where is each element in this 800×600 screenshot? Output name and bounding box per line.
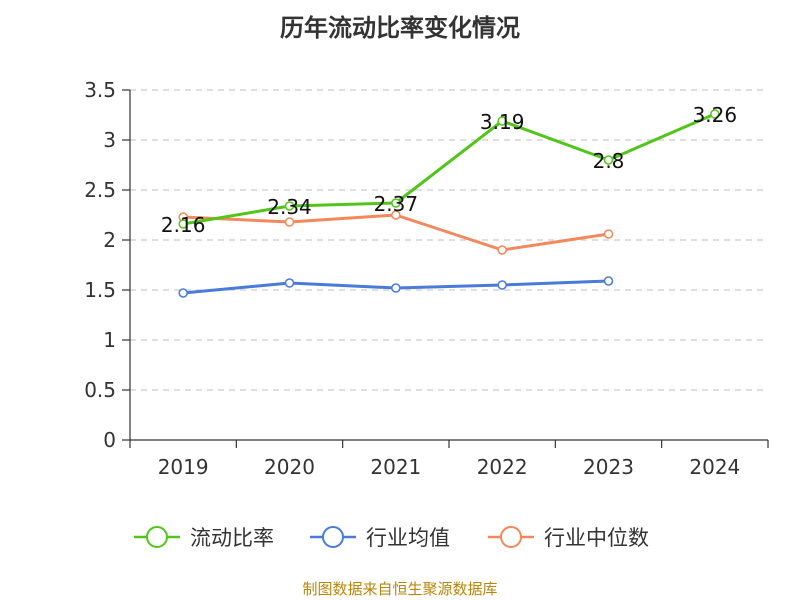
data-point[interactable] [603, 229, 614, 239]
x-tick-label: 2019 [158, 455, 209, 479]
data-point[interactable] [178, 219, 188, 229]
data-point[interactable] [391, 198, 401, 208]
data-point[interactable] [497, 245, 507, 255]
legend-label: 流动比率 [190, 526, 274, 550]
legend-marker [146, 526, 168, 548]
data-point[interactable] [391, 283, 401, 293]
legend-label: 行业中位数 [544, 526, 649, 550]
series-lines [178, 109, 720, 298]
legend[interactable]: 流动比率 行业均值 行业中位数 [134, 526, 649, 550]
data-label: 2.34 [267, 195, 312, 219]
data-label: 2.8 [593, 149, 625, 173]
data-point[interactable] [497, 280, 507, 290]
y-tick-label: 0.5 [84, 378, 116, 402]
axes: 0 0.5 1 1.5 2 2.5 3 3.5 2019 2020 2021 2022 2023 2024 [84, 78, 769, 479]
series-line-2 [183, 213, 609, 252]
x-tick-label: 2020 [264, 455, 315, 479]
data-point[interactable] [391, 210, 401, 220]
legend-marker [500, 526, 522, 548]
data-label: 3.19 [480, 110, 525, 134]
y-tick-label: 0 [103, 428, 116, 452]
data-point[interactable] [603, 276, 614, 286]
data-label: 2.37 [374, 192, 419, 216]
y-tick-label: 2 [103, 228, 116, 252]
x-tick-label: 2023 [583, 455, 634, 479]
y-tick-label: 3 [103, 128, 116, 152]
data-label: 3.26 [693, 103, 738, 127]
series-line-0 [182, 112, 716, 226]
y-tick-label: 3.5 [84, 78, 116, 102]
legend-marker [322, 526, 344, 548]
data-labels: 2.16 2.34 2.37 3.19 2.8 3.26 [161, 103, 737, 237]
y-tick-label: 1.5 [84, 278, 116, 302]
x-tick-label: 2024 [689, 455, 740, 479]
grid-lines [130, 89, 768, 391]
chart-title: 历年流动比率变化情况 [280, 14, 520, 42]
data-point[interactable] [710, 109, 720, 119]
data-label: 2.16 [161, 213, 206, 237]
legend-item-0[interactable]: 流动比率 [134, 526, 274, 550]
legend-item-2[interactable]: 行业中位数 [488, 526, 649, 550]
data-point[interactable] [178, 288, 188, 298]
data-source-note: 制图数据来自恒生聚源数据库 [302, 580, 498, 598]
data-point[interactable] [284, 278, 295, 288]
x-tick-label: 2022 [477, 455, 528, 479]
data-point[interactable] [497, 116, 507, 126]
data-point[interactable] [603, 155, 614, 165]
legend-item-1[interactable]: 行业均值 [310, 526, 450, 550]
legend-label: 行业均值 [366, 526, 450, 550]
data-point[interactable] [284, 201, 295, 211]
x-tick-label: 2021 [370, 455, 421, 479]
y-tick-label: 2.5 [84, 178, 116, 202]
y-tick-label: 1 [103, 328, 116, 352]
data-point[interactable] [284, 217, 295, 227]
